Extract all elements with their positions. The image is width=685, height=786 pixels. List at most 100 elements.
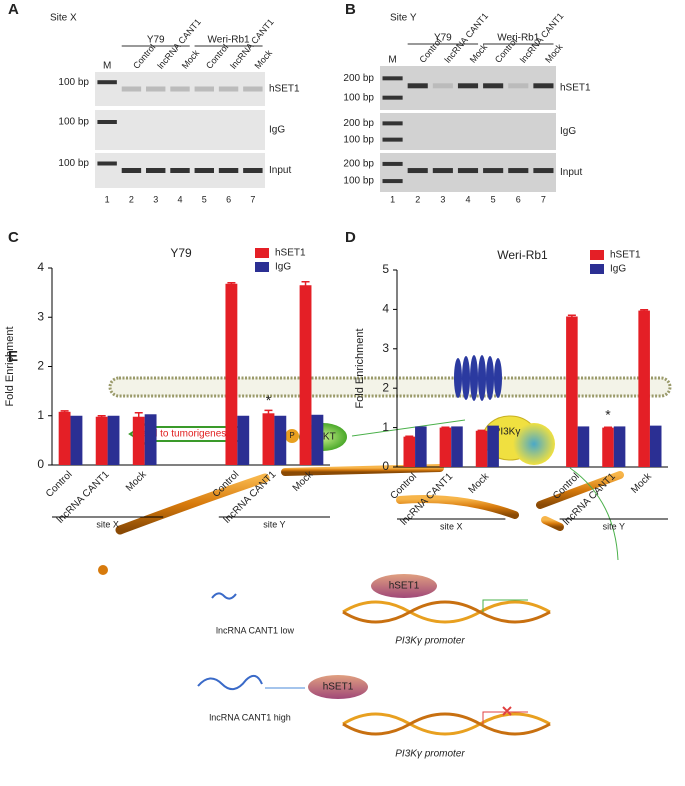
error-bar <box>405 435 414 438</box>
gel-band <box>97 161 117 166</box>
y-tick-label: 3 <box>37 309 44 323</box>
y-tick-label: 0 <box>382 459 389 473</box>
gel-band <box>457 168 479 174</box>
bar <box>299 285 312 465</box>
gel-band <box>483 83 504 89</box>
cell-line-label: Weri-Rb1 <box>497 33 539 44</box>
bar <box>451 426 463 467</box>
y-tick-label: 3 <box>382 341 389 355</box>
lane-label: Mock <box>180 48 202 71</box>
gel-band <box>382 95 403 100</box>
marker-size: 200 bp <box>343 159 374 170</box>
dna <box>342 600 551 624</box>
lane-number: 3 <box>440 194 445 204</box>
cell-line-label: Y79 <box>147 35 165 46</box>
arrow <box>482 711 528 724</box>
legend-swatch <box>590 264 604 274</box>
lncrna-icon <box>211 592 237 600</box>
bar <box>144 414 157 465</box>
marker-label: M <box>388 55 396 66</box>
bar <box>577 426 590 467</box>
bar <box>602 427 614 467</box>
legend-label: hSET1 <box>275 248 306 259</box>
bar <box>439 427 452 467</box>
diagram: lead to tumorigenesis P AKT PI3Kγ lncRNA… <box>98 355 672 760</box>
gel-band <box>382 121 403 126</box>
chart-title: Y79 <box>170 246 192 260</box>
gel-panel <box>380 113 556 150</box>
bar <box>58 411 71 465</box>
filament <box>281 464 444 476</box>
marker-size: 200 bp <box>343 73 374 84</box>
bar <box>566 316 578 467</box>
bar <box>95 416 108 465</box>
gel-band <box>432 168 453 174</box>
marker-size: 100 bp <box>58 77 89 88</box>
group-label: site X <box>96 519 119 529</box>
group-label: site Y <box>603 521 625 531</box>
gel-band <box>194 168 214 173</box>
annotation: * <box>266 392 272 408</box>
lane-number: 2 <box>129 194 134 204</box>
legend-label: hSET1 <box>610 250 641 261</box>
x-tick-label: Mock <box>124 469 149 494</box>
marker-size: 100 bp <box>343 134 374 145</box>
receptor <box>454 355 502 401</box>
error-bar <box>60 410 69 413</box>
gel-panel <box>95 110 265 150</box>
lncrna-icon <box>197 674 263 691</box>
gel-band <box>243 86 263 92</box>
panel-label: A <box>8 1 19 18</box>
x-tick-label: Control <box>44 469 75 500</box>
row-label: hSET1 <box>560 83 591 94</box>
lane-number: 4 <box>177 194 182 204</box>
arrow-label: lead to tumorigenesis <box>138 429 233 440</box>
marker-size: 200 bp <box>343 118 374 129</box>
y-tick-label: 0 <box>37 457 44 471</box>
bar <box>132 416 145 465</box>
lane-number: 5 <box>202 194 207 204</box>
membrane <box>108 376 672 398</box>
gel-band <box>382 161 403 166</box>
gel-band <box>170 168 190 173</box>
y-tick-label: 4 <box>382 302 389 316</box>
dna <box>342 712 551 736</box>
gel-band <box>432 83 453 89</box>
arrow <box>351 419 466 437</box>
error-bar <box>134 412 143 421</box>
lane-number: 5 <box>491 194 496 204</box>
filament <box>115 473 270 535</box>
panel-label: D <box>345 229 356 246</box>
filament <box>98 565 108 575</box>
lane-label: Mock <box>253 48 275 71</box>
promoter-label: PI3Kγ promoter <box>395 636 465 647</box>
x-tick-label: Mock <box>467 471 492 496</box>
dna <box>342 712 551 736</box>
lane-number: 7 <box>250 194 255 204</box>
y-tick-label: 2 <box>382 380 389 394</box>
lane-number: 1 <box>390 194 395 204</box>
lane-number: 3 <box>153 194 158 204</box>
y-tick-label: 5 <box>382 262 389 276</box>
row-label: IgG <box>269 125 285 136</box>
bar <box>613 426 626 467</box>
lncrna-label: lncRNA CANT1 low <box>216 625 295 635</box>
error-bar <box>227 282 236 285</box>
gel-band <box>382 76 403 81</box>
axis-label: Fold Enrichment <box>354 328 366 408</box>
lane-label: Mock <box>468 42 490 65</box>
panel-label: E <box>8 348 18 365</box>
gel-band <box>382 137 403 142</box>
legend-swatch <box>255 248 269 258</box>
group-label: site X <box>440 521 463 531</box>
arrow <box>569 467 619 561</box>
gel-band <box>407 168 428 174</box>
cell-line-label: Y79 <box>434 33 452 44</box>
protein-label: hSET1 <box>389 581 420 592</box>
y-tick-label: 2 <box>37 359 44 373</box>
group-label: site Y <box>263 519 285 529</box>
lane-number: 2 <box>415 194 420 204</box>
gel-band <box>483 168 504 174</box>
